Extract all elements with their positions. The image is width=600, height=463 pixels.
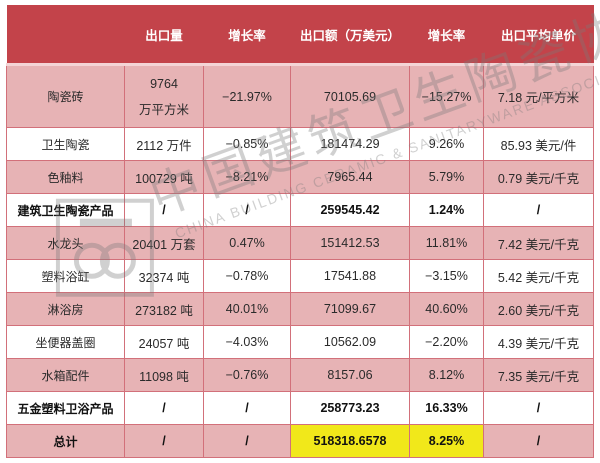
row-value-growth: 40.60% <box>409 292 484 326</box>
row-value-growth: 5.79% <box>409 160 484 194</box>
row-volume-growth: −0.76% <box>203 358 291 392</box>
row-volume: 32374 吨 <box>124 259 204 293</box>
row-unit-price: 5.42 美元/千克 <box>483 259 594 293</box>
table-header-row: 出口量 增长率 出口额（万美元） 增长率 出口平均单价 <box>6 5 594 66</box>
row-value: 8157.06 <box>290 358 410 392</box>
row-value: 10562.09 <box>290 325 410 359</box>
row-name: 陶瓷砖 <box>6 64 125 128</box>
row-value: 71099.67 <box>290 292 410 326</box>
row-value: 181474.29 <box>290 127 410 161</box>
row-value-growth: 11.81% <box>409 226 484 260</box>
row-volume: 24057 吨 <box>124 325 204 359</box>
row-volume-number: 9764 <box>150 76 178 91</box>
header-export-volume: 出口量 <box>124 5 204 66</box>
row-unit-price: 7.35 美元/千克 <box>483 358 594 392</box>
row-unit-price: 7.18 元/平方米 <box>483 64 594 128</box>
table-row: 水龙头 20401 万套 0.47% 151412.53 11.81% 7.42… <box>6 226 594 260</box>
row-value-growth: −15.27% <box>409 64 484 128</box>
row-name: 水箱配件 <box>6 358 125 392</box>
table-row: 陶瓷砖 9764 万平方米 −21.97% 70105.69 −15.27% 7… <box>6 64 594 128</box>
export-statistics-table: 出口量 增长率 出口额（万美元） 增长率 出口平均单价 陶瓷砖 9764 万平方… <box>6 5 594 458</box>
row-volume-growth: / <box>203 424 291 458</box>
table-row: 塑料浴缸 32374 吨 −0.78% 17541.88 −3.15% 5.42… <box>6 259 594 293</box>
table-row: 水箱配件 11098 吨 −0.76% 8157.06 8.12% 7.35 美… <box>6 358 594 392</box>
row-name: 坐便器盖圈 <box>6 325 125 359</box>
row-name: 五金塑料卫浴产品 <box>6 391 125 425</box>
row-name: 淋浴房 <box>6 292 125 326</box>
row-value: 259545.42 <box>290 193 410 227</box>
row-volume-growth: 40.01% <box>203 292 291 326</box>
row-name: 塑料浴缸 <box>6 259 125 293</box>
row-unit-price: 85.93 美元/件 <box>483 127 594 161</box>
row-volume-growth: −0.78% <box>203 259 291 293</box>
row-volume-growth: 0.47% <box>203 226 291 260</box>
row-volume-unit: 万平方米 <box>138 102 189 117</box>
table-row: 色釉料 100729 吨 −8.21% 7965.44 5.79% 0.79 美… <box>6 160 594 194</box>
row-volume: 100729 吨 <box>124 160 204 194</box>
row-unit-price: / <box>483 424 594 458</box>
row-volume-growth: / <box>203 193 291 227</box>
row-value-growth: 8.12% <box>409 358 484 392</box>
row-volume: 11098 吨 <box>124 358 204 392</box>
header-volume-growth: 增长率 <box>203 5 291 66</box>
row-volume: / <box>124 391 204 425</box>
row-volume: 20401 万套 <box>124 226 204 260</box>
row-volume: / <box>124 424 204 458</box>
row-value: 258773.23 <box>290 391 410 425</box>
row-name: 卫生陶瓷 <box>6 127 125 161</box>
table-row: 淋浴房 273182 吨 40.01% 71099.67 40.60% 2.60… <box>6 292 594 326</box>
table-row: 坐便器盖圈 24057 吨 −4.03% 10562.09 −2.20% 4.3… <box>6 325 594 359</box>
row-unit-price: 7.42 美元/千克 <box>483 226 594 260</box>
table-total-row: 总计 / / 518318.6578 8.25% / <box>6 424 594 458</box>
header-category <box>6 5 125 66</box>
row-name: 总计 <box>6 424 125 458</box>
row-volume: 2112 万件 <box>124 127 204 161</box>
header-unit-price: 出口平均单价 <box>483 5 594 66</box>
row-value-growth: 16.33% <box>409 391 484 425</box>
row-volume: 9764 万平方米 <box>124 64 204 128</box>
row-unit-price: 4.39 美元/千克 <box>483 325 594 359</box>
row-volume-growth: −8.21% <box>203 160 291 194</box>
row-value: 7965.44 <box>290 160 410 194</box>
row-volume-growth: −0.85% <box>203 127 291 161</box>
row-unit-price: / <box>483 193 594 227</box>
row-unit-price: 0.79 美元/千克 <box>483 160 594 194</box>
row-value: 70105.69 <box>290 64 410 128</box>
row-volume-growth: −21.97% <box>203 64 291 128</box>
row-name: 色釉料 <box>6 160 125 194</box>
row-volume-growth: −4.03% <box>203 325 291 359</box>
row-unit-price: 2.60 美元/千克 <box>483 292 594 326</box>
row-value-growth: 9.26% <box>409 127 484 161</box>
row-value-growth: 1.24% <box>409 193 484 227</box>
row-name: 建筑卫生陶瓷产品 <box>6 193 125 227</box>
table-subtotal-row: 五金塑料卫浴产品 / / 258773.23 16.33% / <box>6 391 594 425</box>
row-volume: / <box>124 193 204 227</box>
row-value-highlighted: 518318.6578 <box>290 424 410 458</box>
row-volume-growth: / <box>203 391 291 425</box>
row-unit-price: / <box>483 391 594 425</box>
header-export-value: 出口额（万美元） <box>290 5 410 66</box>
table-row: 卫生陶瓷 2112 万件 −0.85% 181474.29 9.26% 85.9… <box>6 127 594 161</box>
row-value-growth: −2.20% <box>409 325 484 359</box>
header-value-growth: 增长率 <box>409 5 484 66</box>
table-subtotal-row: 建筑卫生陶瓷产品 / / 259545.42 1.24% / <box>6 193 594 227</box>
row-value: 151412.53 <box>290 226 410 260</box>
row-name: 水龙头 <box>6 226 125 260</box>
row-volume: 273182 吨 <box>124 292 204 326</box>
row-value-growth: −3.15% <box>409 259 484 293</box>
row-value-growth-highlighted: 8.25% <box>409 424 484 458</box>
row-value: 17541.88 <box>290 259 410 293</box>
